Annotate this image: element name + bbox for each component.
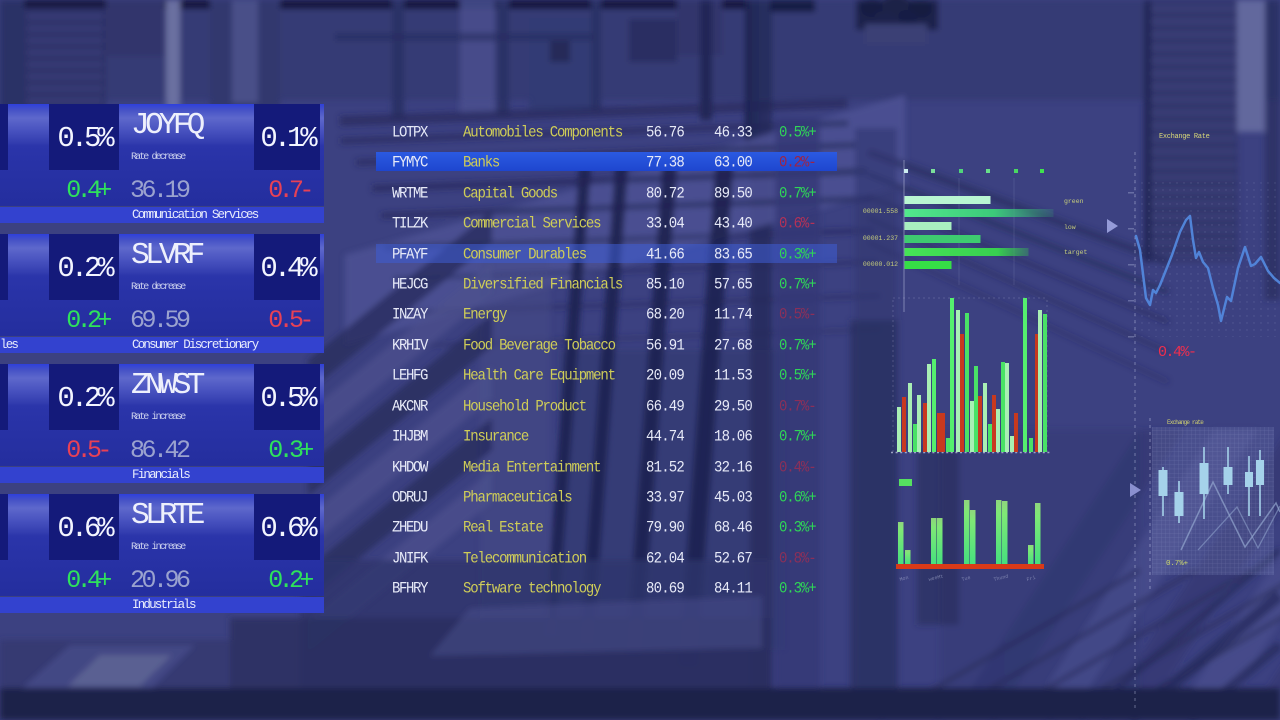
svg-text:Thund: Thund [993,573,1009,582]
svg-text:weeMt: weeMt [928,573,944,582]
svg-text:low: low [1064,224,1076,231]
svg-text:00001.237: 00001.237 [863,235,898,242]
svg-text:Fri: Fri [1026,575,1036,583]
svg-text:green: green [1064,198,1084,205]
svg-text:Mon: Mon [899,575,909,583]
svg-text:00000.012: 00000.012 [863,261,898,268]
svg-text:target: target [1064,249,1088,256]
svg-text:Tue: Tue [961,575,971,583]
svg-text:00001.558: 00001.558 [863,208,898,215]
